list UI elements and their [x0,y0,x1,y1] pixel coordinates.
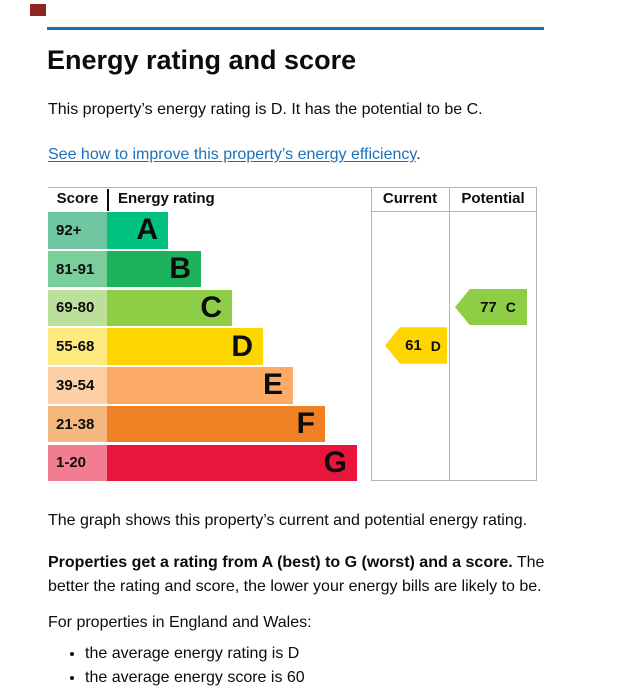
averages-list: the average energy rating is D the avera… [48,642,305,690]
band-row-c: 69-80 C [48,289,371,326]
red-marker [30,4,46,16]
band-bar-a: A [107,212,168,249]
current-letter: D [430,337,441,354]
improve-link-row: See how to improve this property’s energ… [48,145,421,166]
rating-explanation-bold: Properties get a rating from A (best) to… [48,554,513,571]
score-range-cell: 1-20 [48,444,107,481]
page-title: Energy rating and score [47,45,357,75]
current-rating-arrow: 61 D [385,327,447,364]
list-item: the average energy score is 60 [85,666,305,690]
potential-score: 77 [480,298,497,316]
column-header-current: Current [382,190,438,207]
improve-efficiency-link[interactable]: See how to improve this property’s energ… [48,146,417,163]
column-header-potential: Potential [461,190,525,207]
band-row-g: 1-20 G [48,444,371,481]
score-range-cell: 69-80 [48,289,107,326]
current-column-left-line [371,188,372,481]
column-header-score: Score [56,190,99,207]
band-bar-f: F [107,405,325,443]
section-divider-rule [47,27,544,30]
column-header-energy-rating: Energy rating [118,190,215,207]
rating-summary-text: This property’s energy rating is D. It h… [48,101,483,118]
band-bar-c: C [107,289,232,326]
score-header-divider [107,189,109,211]
score-range-cell: 81-91 [48,250,107,288]
band-row-b: 81-91 B [48,250,371,288]
score-range-cell: 39-54 [48,367,107,404]
band-bar-g: G [107,444,357,481]
graph-caption: The graph shows this property’s current … [48,512,528,529]
chart-right-line [536,188,537,481]
score-range-cell: 21-38 [48,405,107,443]
band-row-d: 55-68 D [48,328,371,365]
energy-rating-chart: Score Energy rating Current Potential 92… [48,187,537,481]
band-bar-e: E [107,367,293,404]
band-row-a: 92+ A [48,212,371,249]
header-bottom-line [371,211,536,212]
link-suffix: . [416,146,421,163]
band-row-f: 21-38 F [48,405,371,443]
potential-rating-arrow: 77 C [455,288,527,326]
rating-bands: 92+ A 81-91 B 69-80 C 55-68 D 39-54 E 21-38 F 1-20 G [48,212,371,481]
band-bar-b: B [107,250,201,288]
current-potential-divider-line [449,188,450,481]
regions-line: For properties in England and Wales: [48,614,312,631]
list-item: the average energy rating is D [85,642,305,666]
rating-explanation-rest: The better the rating and score, the low… [48,554,545,595]
band-bar-d: D [107,328,263,365]
potential-letter: C [505,299,516,316]
score-range-cell: 55-68 [48,328,107,365]
rating-explanation: Properties get a rating from A (best) to… [48,551,548,599]
score-range-cell: 92+ [48,212,107,249]
band-row-e: 39-54 E [48,367,371,404]
chart-header-row: Score Energy rating Current Potential [48,188,537,211]
chart-bottom-line [371,480,536,481]
current-score: 61 [405,337,422,355]
